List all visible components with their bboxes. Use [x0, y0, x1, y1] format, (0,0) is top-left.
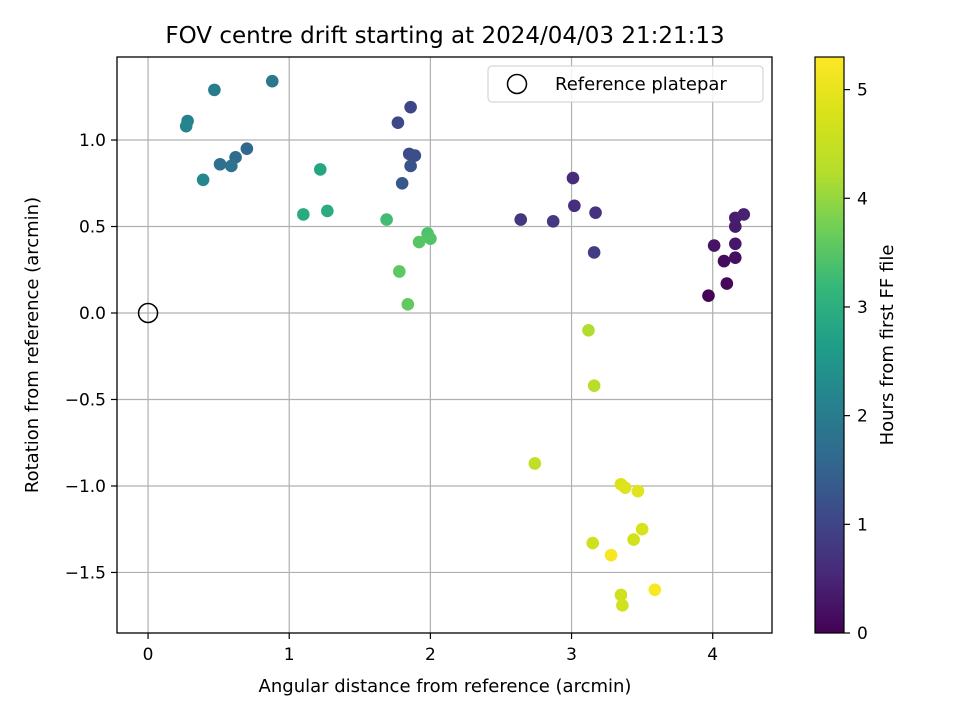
y-tick-label: −1.5: [65, 563, 106, 583]
data-point: [589, 206, 602, 219]
data-point: [616, 599, 629, 612]
data-point: [404, 100, 417, 114]
colorbar-tick-label: 0: [857, 624, 868, 644]
data-points: [179, 74, 751, 612]
data-point: [380, 213, 393, 226]
data-point: [404, 159, 417, 173]
y-tick-label: −0.5: [65, 390, 106, 410]
data-point: [408, 149, 422, 162]
data-point: [321, 204, 334, 218]
data-point: [635, 522, 649, 536]
data-point: [265, 74, 279, 88]
legend-box: [487, 65, 764, 103]
chart-title: FOV centre drift starting at 2024/04/03 …: [165, 23, 724, 49]
data-point: [412, 235, 426, 249]
y-tick-label: 1.0: [79, 131, 106, 151]
x-tick-label: 2: [425, 645, 436, 665]
reference-platepar-marker: [137, 302, 159, 324]
data-point: [587, 379, 601, 392]
data-point: [213, 157, 227, 171]
data-point: [702, 289, 715, 303]
data-point: [648, 583, 662, 597]
data-point: [604, 548, 618, 562]
data-point: [546, 215, 560, 228]
data-point: [566, 171, 580, 185]
colorbar-tick-label: 2: [857, 407, 868, 427]
data-point: [737, 208, 751, 221]
data-point: [528, 457, 542, 470]
data-point: [720, 277, 734, 290]
data-point: [514, 213, 528, 226]
colorbar-tick-label: 3: [857, 298, 868, 318]
y-tick-label: 0.5: [79, 218, 106, 238]
x-tick-label: 0: [143, 645, 154, 665]
data-point: [582, 323, 595, 337]
data-point: [618, 481, 632, 495]
reference-marker-layer: [137, 302, 159, 324]
data-point: [391, 116, 405, 130]
data-point: [225, 159, 238, 173]
data-point: [586, 536, 600, 550]
data-point: [631, 484, 645, 498]
y-tick-label: 0.0: [79, 304, 106, 324]
data-point: [707, 239, 721, 252]
data-point: [614, 588, 628, 602]
colorbar-ticks: 0 1 2 3 4 5: [844, 81, 868, 644]
colorbar-label: Hours from first FF file: [877, 245, 898, 446]
data-point: [393, 265, 406, 278]
x-tick-label: 3: [566, 645, 577, 665]
colorbar-tick-label: 5: [857, 81, 868, 101]
x-tick-label: 4: [707, 645, 718, 665]
legend: Reference platepar: [487, 65, 764, 103]
data-point: [728, 237, 742, 251]
y-axis-label: Rotation from reference (arcmin): [22, 197, 43, 493]
legend-open-circle-icon: [506, 73, 528, 95]
colorbar-tick-label: 4: [857, 189, 868, 209]
x-tick-label: 1: [284, 645, 295, 665]
x-axis-label: Angular distance from reference (arcmin): [259, 676, 632, 697]
y-axis-ticks: −1.5 −1.0 −0.5 0.0 0.5 1.0: [65, 131, 117, 583]
data-point: [297, 208, 310, 221]
x-axis-ticks: 0 1 2 3 4: [143, 633, 718, 665]
data-point: [717, 254, 731, 268]
colorbar: [814, 56, 845, 634]
data-point: [240, 142, 254, 155]
data-point: [728, 251, 742, 264]
data-point: [395, 176, 409, 190]
plot-frame: [116, 56, 773, 634]
data-point: [208, 83, 221, 97]
data-point: [196, 173, 210, 187]
data-point: [424, 232, 437, 245]
data-point: [401, 298, 415, 311]
data-point: [728, 220, 742, 233]
data-point: [568, 199, 581, 213]
data-point: [179, 119, 193, 133]
legend-label: Reference platepar: [555, 74, 727, 95]
data-point: [587, 246, 601, 259]
colorbar-tick-label: 1: [857, 515, 868, 535]
data-point: [313, 163, 327, 176]
data-point: [627, 533, 640, 546]
grid-lines: [117, 57, 772, 633]
y-tick-label: −1.0: [65, 477, 106, 497]
